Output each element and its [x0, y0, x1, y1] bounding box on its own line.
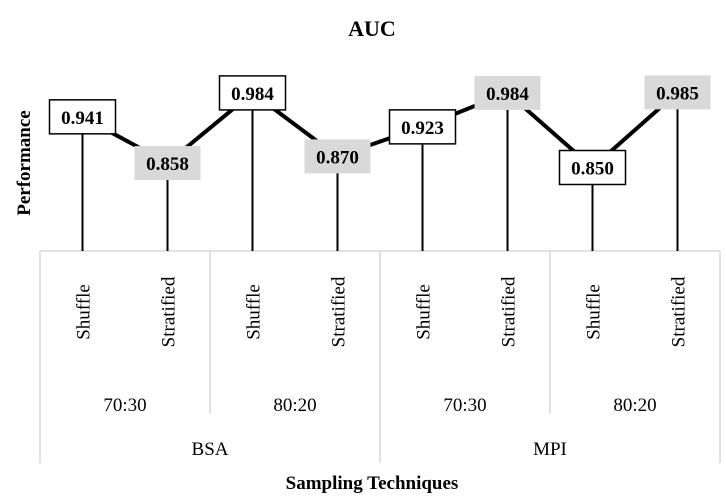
- x-tick-label-technique: Shuffle: [74, 284, 95, 340]
- data-label: 0.985: [644, 75, 711, 110]
- data-label-text: 0.858: [146, 154, 189, 175]
- data-label-text: 0.870: [316, 147, 359, 168]
- x-tick-label-technique: Stratified: [669, 276, 690, 347]
- x-tick-label-technique: Shuffle: [414, 284, 435, 340]
- data-label-box: [644, 75, 711, 110]
- x-tick-label-technique: Stratified: [159, 276, 180, 347]
- drop-lines: [81, 92, 679, 251]
- x-group-label-split: 80:20: [273, 395, 316, 416]
- data-label: 0.858: [134, 146, 201, 181]
- x-group-label-dataset: BSA: [192, 439, 229, 460]
- x-tick-label-technique: Stratified: [499, 276, 520, 347]
- data-label-box: [48, 99, 117, 135]
- x-group-label-split: 80:20: [613, 395, 656, 416]
- data-labels: 0.941 0.858 0.984 0.870 0.923 0.984 0.850 0.985: [48, 75, 711, 186]
- x-tick-label-technique: Stratified: [329, 276, 350, 347]
- category-axis: Shuffle Stratified Shuffle Stratified Shuffl…: [39, 250, 721, 463]
- x-axis-label: Sampling Techniques: [286, 473, 459, 494]
- y-axis-label: Performance: [14, 110, 35, 216]
- data-label-text: 0.984: [486, 84, 529, 105]
- x-group-label-split: 70:30: [443, 395, 486, 416]
- data-label-text: 0.985: [656, 83, 699, 104]
- x-group-label-split: 70:30: [103, 395, 146, 416]
- x-tick-label-technique: Shuffle: [584, 284, 605, 340]
- data-label-box: [388, 109, 457, 145]
- data-label: 0.984: [474, 75, 541, 110]
- x-group-label-dataset: MPI: [533, 439, 567, 460]
- data-label: 0.941: [48, 99, 117, 135]
- data-label: 0.984: [218, 75, 287, 111]
- data-label-text: 0.984: [231, 84, 274, 105]
- data-label-box: [558, 149, 627, 186]
- x-tick-label-technique: Shuffle: [244, 284, 265, 340]
- data-label-text: 0.941: [61, 108, 104, 129]
- data-label: 0.850: [558, 149, 627, 186]
- data-label-box: [304, 139, 371, 174]
- data-label-text: 0.923: [401, 118, 444, 139]
- data-label-box: [474, 75, 541, 110]
- data-label-text: 0.850: [571, 159, 614, 180]
- data-label: 0.870: [304, 139, 371, 174]
- chart-title: AUC: [348, 16, 396, 41]
- data-label-box: [134, 146, 201, 181]
- data-label-box: [218, 75, 287, 111]
- data-label: 0.923: [388, 109, 457, 145]
